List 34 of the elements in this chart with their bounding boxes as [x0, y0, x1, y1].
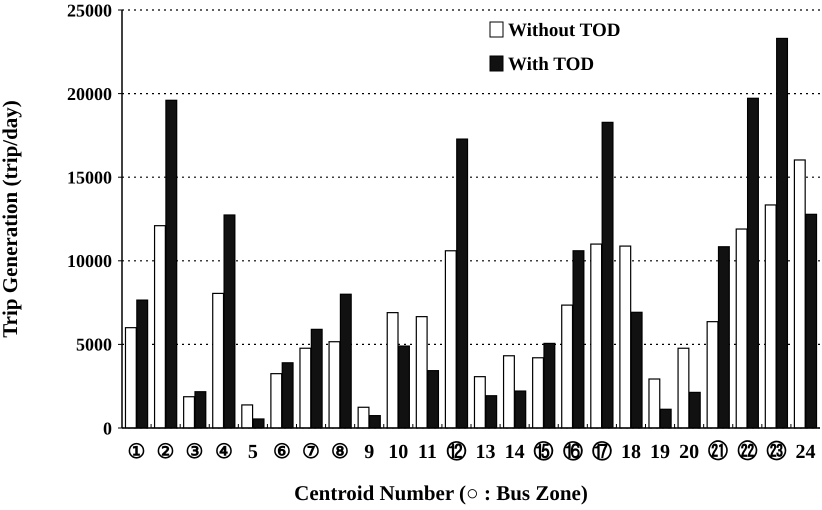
legend-label: Without TOD	[508, 20, 620, 41]
x-tick-label: ㉓	[766, 440, 786, 463]
x-tick-label: ⑧	[331, 441, 350, 463]
x-tick-label: ④	[214, 441, 233, 463]
y-tick-label: 10000	[67, 251, 112, 272]
y-tick-label: 25000	[67, 0, 112, 20]
x-tick-label: 14	[504, 441, 525, 463]
x-tick-label: 9	[364, 441, 374, 463]
x-tick-label: 5	[248, 441, 258, 463]
x-tick-label: 13	[476, 441, 496, 463]
x-tick-label: ⑫	[446, 441, 466, 463]
y-tick-label: 0	[103, 418, 112, 438]
x-tick-label: 24	[795, 441, 816, 463]
x-tick-label: ⑰	[592, 441, 612, 463]
legend-label: With TOD	[508, 54, 594, 75]
x-tick-label: ②	[156, 441, 175, 463]
y-tick-label: 15000	[67, 168, 112, 188]
x-tick-label: ⑮	[534, 441, 554, 463]
x-tick-label: ①	[128, 441, 146, 463]
x-tick-label: ⑦	[302, 441, 320, 463]
x-tick-label: ⑥	[272, 441, 291, 463]
x-tick-label: 18	[620, 441, 641, 463]
x-tick-label: ㉑	[708, 440, 728, 463]
x-tick-label: ③	[186, 441, 204, 463]
y-tick-label: 5000	[76, 334, 112, 355]
x-tick-label: 11	[418, 441, 437, 463]
x-tick-label: 19	[650, 441, 670, 463]
x-tick-label: 10	[388, 441, 408, 463]
x-tick-label: ㉒	[737, 440, 758, 463]
x-tick-label: 20	[679, 441, 700, 463]
x-tick-label: ⑯	[562, 441, 583, 463]
y-axis-title: Trip Generation (trip/day)	[0, 100, 22, 338]
y-tick-label: 20000	[67, 84, 112, 104]
x-axis-title: Centroid Number (○ : Bus Zone)	[294, 481, 588, 505]
